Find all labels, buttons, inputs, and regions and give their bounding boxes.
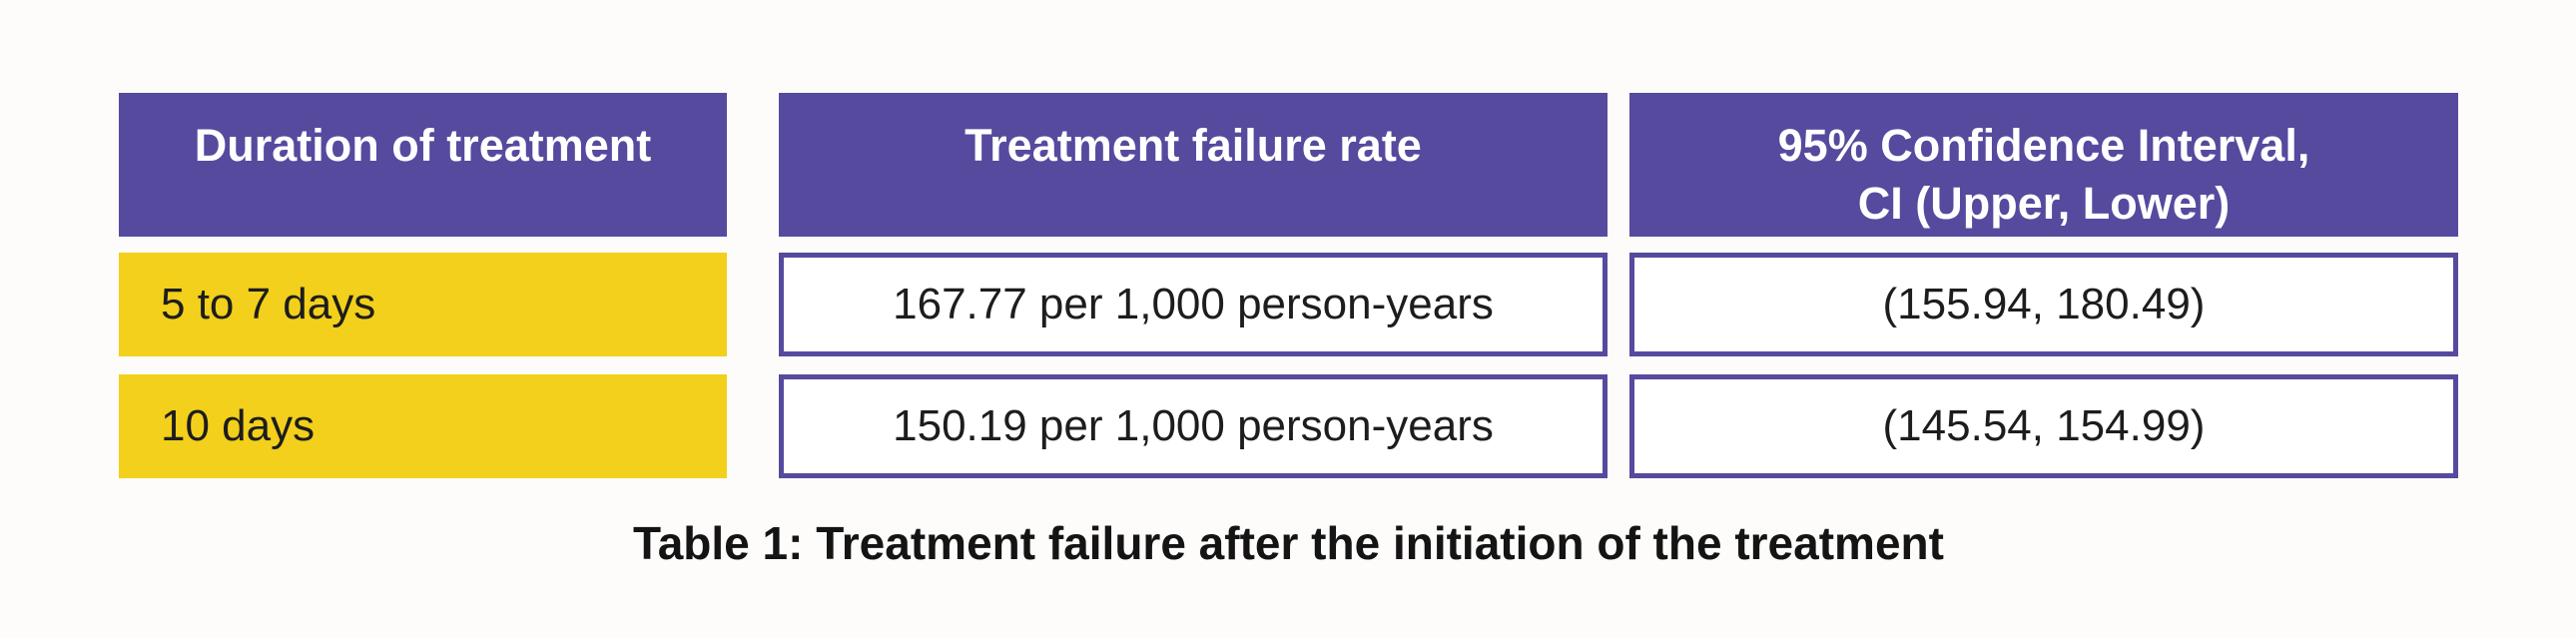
header-cell-failure-rate: Treatment failure rate — [779, 93, 1608, 237]
column-gap — [1608, 93, 1629, 237]
table-caption: Table 1: Treatment failure after the ini… — [633, 517, 1944, 569]
failure-rate-value-10-days: 150.19 per 1,000 person-years — [779, 374, 1608, 478]
column-gap — [727, 93, 779, 237]
column-gap — [1608, 374, 1629, 478]
header-cell-duration: Duration of treatment — [119, 93, 727, 237]
confidence-interval-value-5-to-7-days: (155.94, 180.49) — [1629, 253, 2458, 356]
confidence-interval-value-10-days: (145.54, 154.99) — [1629, 374, 2458, 478]
table-header-row: Duration of treatment Treatment failure … — [119, 93, 2458, 237]
column-gap — [727, 253, 779, 356]
treatment-failure-table: Duration of treatment Treatment failure … — [119, 93, 2458, 570]
row-label-5-to-7-days: 5 to 7 days — [119, 253, 727, 356]
column-gap — [1608, 253, 1629, 356]
header-cell-confidence-interval: 95% Confidence Interval, CI (Upper, Lowe… — [1629, 93, 2458, 237]
row-label-10-days: 10 days — [119, 374, 727, 478]
failure-rate-value-5-to-7-days: 167.77 per 1,000 person-years — [779, 253, 1608, 356]
table-row: 10 days 150.19 per 1,000 person-years (1… — [119, 374, 2458, 478]
table-row: 5 to 7 days 167.77 per 1,000 person-year… — [119, 253, 2458, 356]
column-gap — [727, 374, 779, 478]
